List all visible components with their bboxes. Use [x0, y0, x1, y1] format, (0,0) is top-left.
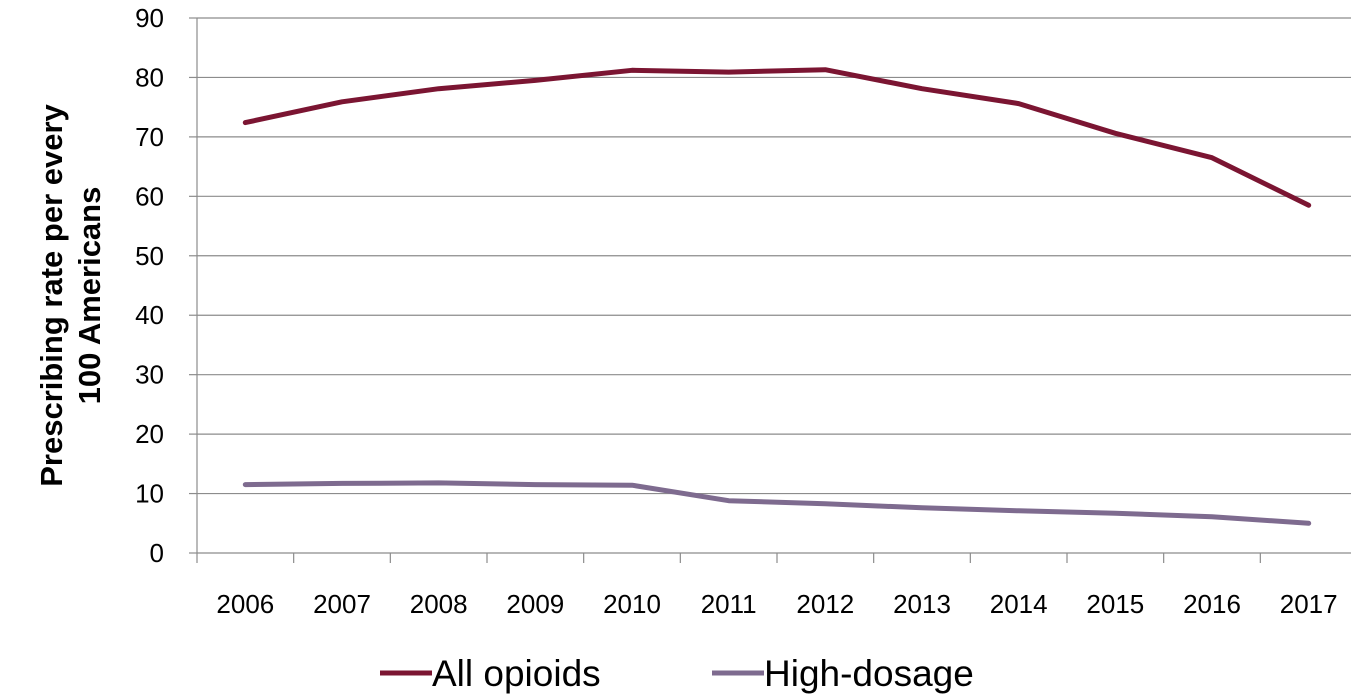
- legend-item: All opioids: [380, 653, 601, 694]
- y-tick-label: 70: [135, 122, 164, 152]
- x-tick-label: 2013: [893, 589, 951, 619]
- y-tick-label: 80: [135, 62, 164, 92]
- y-tick-labels: 0 10 20 30 40 50 60 70 80 90: [135, 3, 164, 568]
- y-axis-title: Prescribing rate per every100 Americans: [34, 103, 107, 486]
- x-tick-label: 2010: [603, 589, 661, 619]
- legend-item: High-dosage: [712, 653, 974, 694]
- y-axis-label-line: 100 Americans: [72, 187, 107, 405]
- legend: All opioids High-dosage: [380, 653, 974, 694]
- axes: [189, 17, 1351, 563]
- x-tick-labels: 2006 2007 2008 2009 2010 2011 2012 2013 2014 2015…: [216, 589, 1337, 619]
- series-line-1: [242, 67, 1312, 208]
- y-axis-label-line: Prescribing rate per every: [34, 103, 69, 486]
- legend-label: All opioids: [432, 653, 601, 694]
- y-tick-label: 50: [135, 241, 164, 271]
- y-tick-label: 10: [135, 479, 164, 509]
- x-tick-label: 2014: [990, 589, 1048, 619]
- x-tick-label: 2016: [1183, 589, 1241, 619]
- x-tick-label: 2006: [216, 589, 274, 619]
- y-tick-label: 60: [135, 181, 164, 211]
- x-tick-label: 2007: [313, 589, 371, 619]
- y-tick-label: 90: [135, 3, 164, 33]
- x-tick-label: 2009: [506, 589, 564, 619]
- x-tick-label: 2011: [701, 589, 757, 619]
- x-tick-label: 2008: [410, 589, 468, 619]
- y-tick-label: 30: [135, 360, 164, 390]
- x-tick-label: 2012: [796, 589, 854, 619]
- y-tick-label: 40: [135, 300, 164, 330]
- y-tick-label: 0: [150, 538, 164, 568]
- gridlines: [197, 17, 1351, 495]
- x-tick-label: 2015: [1086, 589, 1144, 619]
- y-tick-label: 20: [135, 419, 164, 449]
- x-tick-label: 2017: [1280, 589, 1338, 619]
- legend-label: High-dosage: [764, 653, 974, 694]
- series-line-2: [242, 480, 1312, 526]
- series-lines: [242, 67, 1312, 526]
- y-axis-label: Prescribing rate per every100 Americans: [34, 103, 107, 486]
